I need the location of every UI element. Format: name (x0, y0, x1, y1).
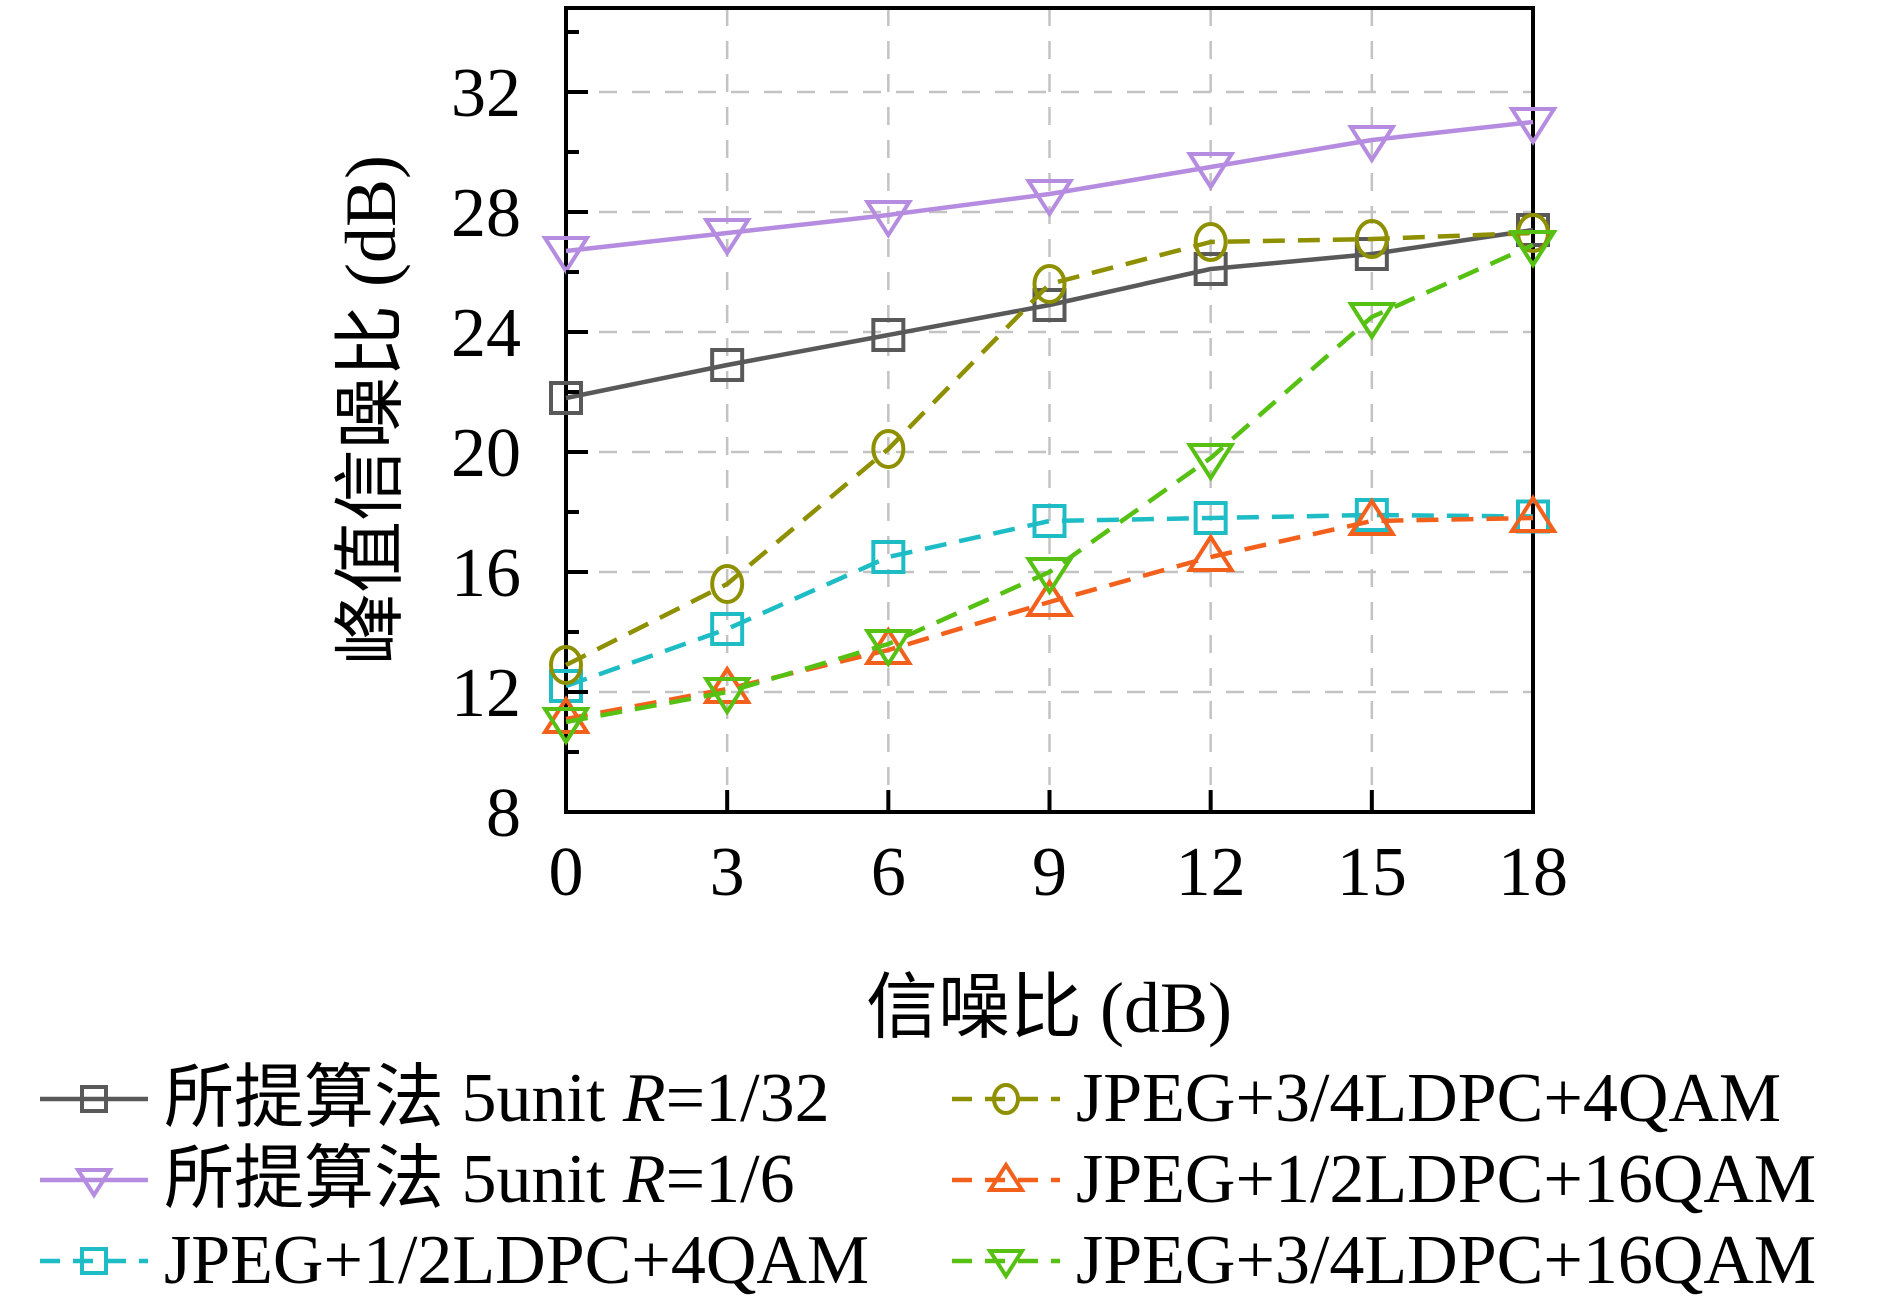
x-tick-label: 12 (1176, 834, 1246, 911)
y-tick-label: 32 (451, 55, 521, 132)
triangle-down-marker (74, 1167, 114, 1199)
y-tick-label: 12 (451, 655, 521, 732)
triangle-down-marker (986, 1248, 1026, 1280)
triangle-up-marker (1024, 578, 1075, 617)
square-marker (80, 1246, 108, 1275)
circle-marker (549, 645, 583, 685)
x-tick-label: 9 (1032, 834, 1067, 911)
triangle-down-marker (702, 218, 752, 257)
triangle-down-marker (1186, 443, 1236, 482)
legend-swatch-triangle-down (40, 1167, 148, 1199)
triangle-down-marker (1024, 179, 1075, 218)
legend-item-jpeg-3-4ldpc-16qam: JPEG+3/4LDPC+16QAM (950, 1221, 1868, 1299)
triangle-down-marker (1186, 152, 1236, 191)
legend-label: JPEG+1/2LDPC+4QAM (164, 1221, 870, 1299)
legend-label: JPEG+3/4LDPC+4QAM (1076, 1059, 1782, 1137)
triangle-down-marker (863, 629, 913, 668)
legend-swatch-square (40, 1084, 148, 1113)
triangle-down-marker (1024, 557, 1075, 596)
x-tick-label: 0 (549, 834, 584, 911)
series-line (565, 515, 1534, 722)
legend-label: 所提算法 5unit R=1/6 (164, 1140, 795, 1218)
square-marker (80, 1084, 108, 1113)
legend-item-jpeg-1-2ldpc-16qam: JPEG+1/2LDPC+16QAM (950, 1140, 1868, 1218)
legend-swatch-circle (952, 1082, 1060, 1115)
y-axis-label: 峰值信噪比 (dB) (331, 155, 411, 665)
legend-item-proposed-r1-32: 所提算法 5unit R=1/32 (38, 1059, 950, 1137)
circle-marker (1193, 222, 1228, 262)
triangle-down-marker (541, 707, 591, 746)
series-line (564, 230, 1534, 668)
series-jpeg-1-2ldpc-4qam (549, 498, 1550, 703)
legend-item-jpeg-3-4ldpc-4qam: JPEG+3/4LDPC+4QAM (950, 1059, 1868, 1137)
y-tick-label: 28 (451, 175, 521, 252)
series-line (565, 227, 1534, 401)
x-tick-label: 3 (710, 834, 745, 911)
legend-label: JPEG+1/2LDPC+16QAM (1076, 1140, 1817, 1218)
legend-label: JPEG+3/4LDPC+16QAM (1076, 1221, 1817, 1299)
circle-marker (1354, 219, 1389, 259)
x-tick-label: 15 (1337, 834, 1407, 911)
legend: 所提算法 5unit R=1/32 所提算法 5unit R=1/6 JPEG+1/… (38, 1058, 1868, 1301)
square-marker (549, 381, 583, 415)
square-marker (710, 612, 745, 646)
triangle-up-marker (1508, 494, 1558, 533)
tick-labels: 0 3 6 9 12 15 18 8 12 16 20 24 28 32 (451, 55, 1568, 911)
y-tick-label: 24 (451, 295, 521, 372)
legend-item-jpeg-1-2ldpc-4qam: JPEG+1/2LDPC+4QAM (38, 1221, 950, 1299)
legend-label: 所提算法 5unit R=1/32 (164, 1059, 830, 1137)
square-marker (871, 540, 906, 574)
triangle-down-marker (702, 677, 752, 716)
axis-ticks (564, 30, 1535, 814)
square-marker (1193, 501, 1228, 535)
series-proposed-r1-6 (541, 107, 1558, 275)
y-tick-label: 8 (486, 775, 521, 852)
circle-marker (1032, 264, 1067, 304)
x-tick-label: 6 (871, 834, 906, 911)
triangle-up-marker (1347, 497, 1397, 536)
triangle-down-marker (541, 236, 591, 275)
circle-marker (710, 564, 745, 604)
legend-swatch-triangle-up (952, 1160, 1060, 1192)
triangle-down-marker (1508, 230, 1558, 269)
legend-item-proposed-r1-6: 所提算法 5unit R=1/6 (38, 1140, 950, 1218)
triangle-down-marker (863, 200, 913, 239)
circle-marker (992, 1082, 1020, 1115)
x-axis-label: 信噪比 (dB) (866, 968, 1232, 1048)
triangle-down-marker (1347, 302, 1397, 341)
series-jpeg-3-4ldpc-16qam (541, 230, 1558, 746)
triangle-down-marker (1347, 125, 1397, 164)
square-marker (1032, 288, 1067, 322)
square-marker (1032, 504, 1067, 538)
square-marker (871, 318, 906, 352)
data-series (541, 107, 1558, 746)
triangle-up-marker (1186, 533, 1236, 572)
legend-swatch-square (40, 1246, 148, 1275)
y-tick-label: 20 (451, 415, 521, 492)
series-line (565, 119, 1534, 254)
y-tick-label: 16 (451, 535, 521, 612)
circle-marker (871, 429, 906, 469)
series-jpeg-1-2ldpc-16qam (541, 494, 1558, 734)
triangle-up-marker (541, 695, 591, 734)
square-marker (710, 348, 745, 382)
legend-swatch-triangle-down (952, 1248, 1060, 1280)
square-marker (1193, 252, 1228, 286)
triangle-down-marker (1508, 107, 1558, 146)
triangle-up-marker (702, 665, 752, 704)
x-tick-label: 18 (1498, 834, 1568, 911)
triangle-up-marker (986, 1160, 1026, 1192)
series-line (565, 242, 1534, 725)
